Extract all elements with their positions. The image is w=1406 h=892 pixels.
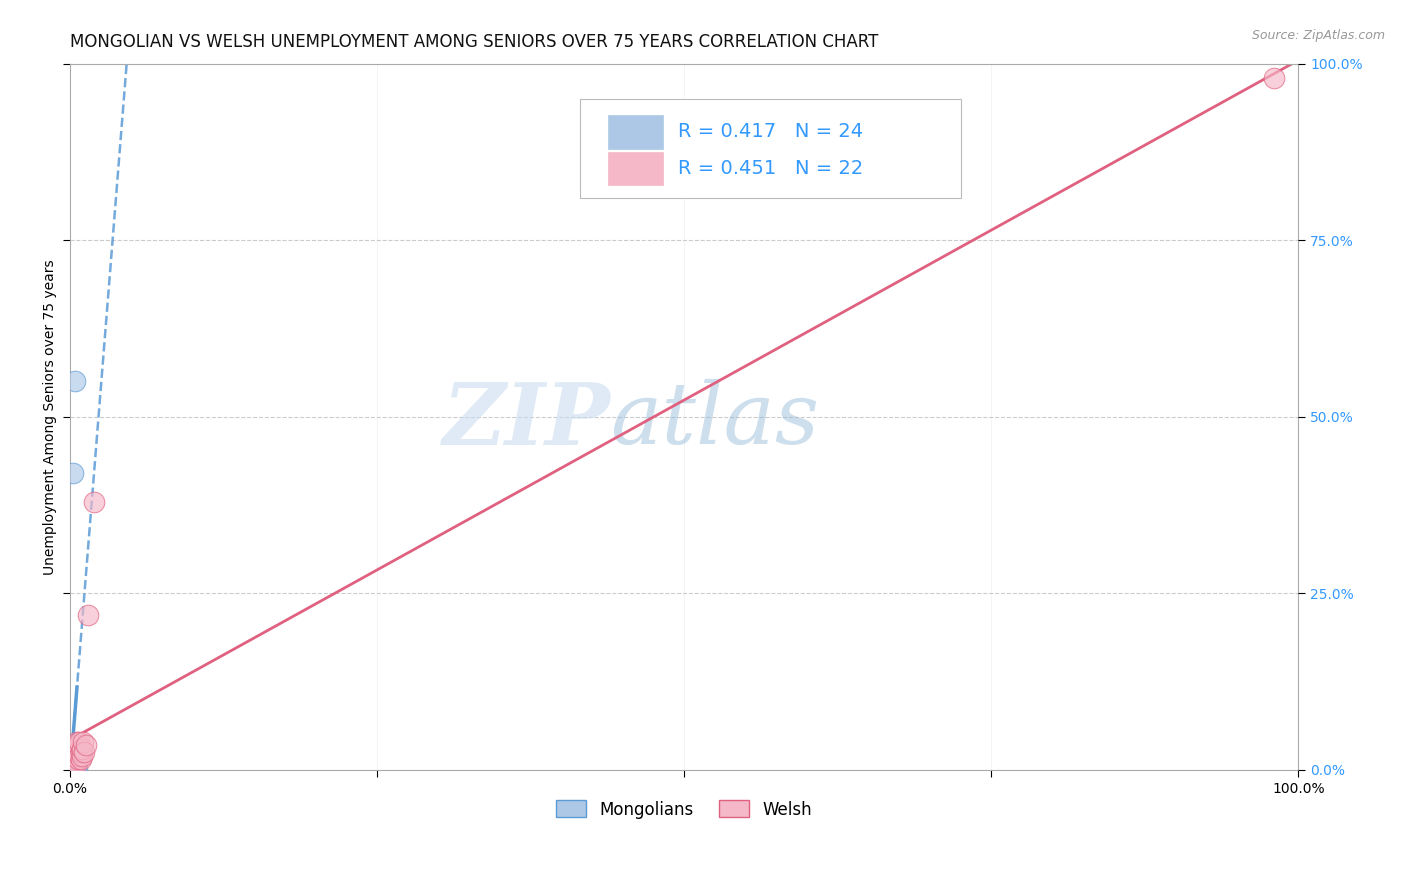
Point: [62, 759, 84, 773]
Point: [66, 745, 89, 759]
Point: [73, 745, 96, 759]
Point: [63, 748, 86, 763]
Point: [62, 759, 84, 773]
FancyBboxPatch shape: [579, 99, 960, 198]
Point: [65, 761, 87, 775]
Point: [62, 752, 84, 766]
Point: [63, 760, 86, 774]
Point: [70, 748, 93, 763]
Point: [59, 761, 82, 775]
Point: [77, 607, 100, 622]
Legend: Mongolians, Welsh: Mongolians, Welsh: [550, 794, 818, 825]
Point: [63, 375, 86, 389]
Point: [66, 735, 89, 749]
Point: [75, 739, 97, 753]
Point: [1263, 70, 1285, 85]
Y-axis label: Unemployment Among Seniors over 75 years: Unemployment Among Seniors over 75 years: [44, 259, 58, 574]
Bar: [607, 115, 664, 149]
Point: [63, 761, 86, 775]
Point: [60, 760, 83, 774]
Point: [59, 762, 82, 776]
Point: [69, 735, 91, 749]
Point: [62, 760, 84, 774]
Point: [59, 761, 82, 775]
Text: Source: ZipAtlas.com: Source: ZipAtlas.com: [1251, 29, 1385, 42]
Point: [62, 467, 84, 481]
Point: [59, 762, 82, 776]
Bar: [607, 152, 664, 186]
Point: [69, 752, 91, 766]
Point: [65, 757, 87, 772]
Point: [65, 741, 87, 756]
Point: [60, 759, 83, 773]
Point: [67, 739, 90, 753]
Point: [62, 759, 84, 773]
Point: [59, 762, 82, 776]
Text: MONGOLIAN VS WELSH UNEMPLOYMENT AMONG SENIORS OVER 75 YEARS CORRELATION CHART: MONGOLIAN VS WELSH UNEMPLOYMENT AMONG SE…: [70, 33, 877, 51]
Point: [67, 745, 90, 759]
Point: [69, 745, 91, 759]
Text: ZIP: ZIP: [443, 378, 610, 462]
Point: [62, 761, 84, 775]
Text: R = 0.451   N = 22: R = 0.451 N = 22: [678, 159, 863, 178]
Point: [60, 761, 83, 775]
Point: [60, 760, 83, 774]
Text: atlas: atlas: [610, 379, 820, 462]
Point: [62, 748, 84, 763]
Point: [62, 758, 84, 772]
Point: [83, 494, 105, 508]
Point: [60, 761, 83, 775]
Point: [67, 752, 90, 766]
Point: [70, 741, 93, 756]
Point: [72, 735, 94, 749]
Point: [62, 760, 84, 774]
Point: [62, 739, 84, 753]
Point: [66, 761, 89, 775]
Point: [69, 748, 91, 763]
Text: R = 0.417   N = 24: R = 0.417 N = 24: [678, 122, 863, 141]
